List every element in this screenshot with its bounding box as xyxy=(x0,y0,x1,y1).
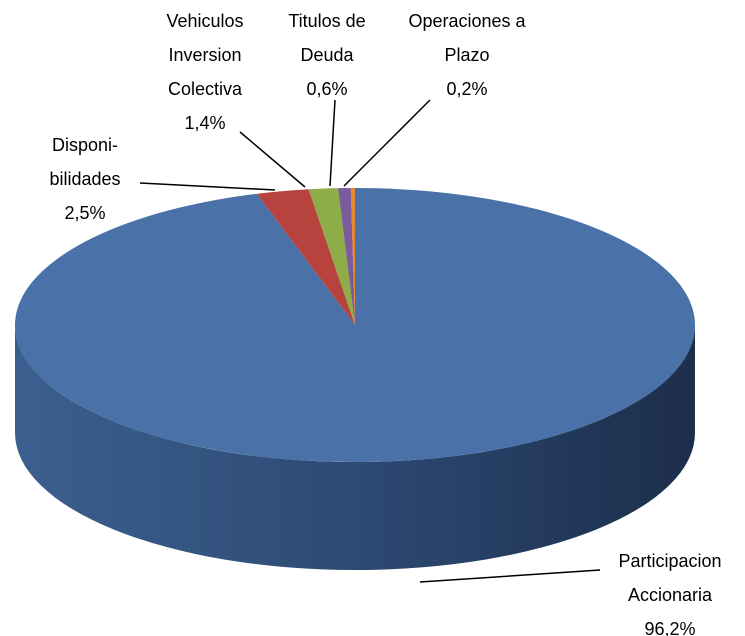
category-label: Titulos de Deuda xyxy=(288,11,365,65)
value-label: 2,5% xyxy=(64,203,105,223)
category-label: Vehiculos Inversion Colectiva xyxy=(166,11,243,99)
leader-line xyxy=(343,99,431,187)
value-label: 0,2% xyxy=(446,79,487,99)
pie-side xyxy=(15,325,695,570)
category-label: Disponi-bilidades xyxy=(49,135,120,189)
value-label: 1,4% xyxy=(184,113,225,133)
pie-slice xyxy=(15,188,696,462)
leader-line xyxy=(329,99,336,187)
value-label: 96,2% xyxy=(644,619,695,636)
category-label: Operaciones a Plazo xyxy=(408,11,526,65)
leader-line xyxy=(139,182,276,191)
pie-slice xyxy=(338,188,355,325)
pie-slice xyxy=(256,189,355,325)
value-label: 0,6% xyxy=(306,79,347,99)
category-label: Participacion Accionaria xyxy=(618,551,721,605)
pie-slice xyxy=(350,188,355,325)
leader-line xyxy=(239,131,306,188)
pie-slice xyxy=(308,188,355,325)
leader-line xyxy=(419,569,601,583)
